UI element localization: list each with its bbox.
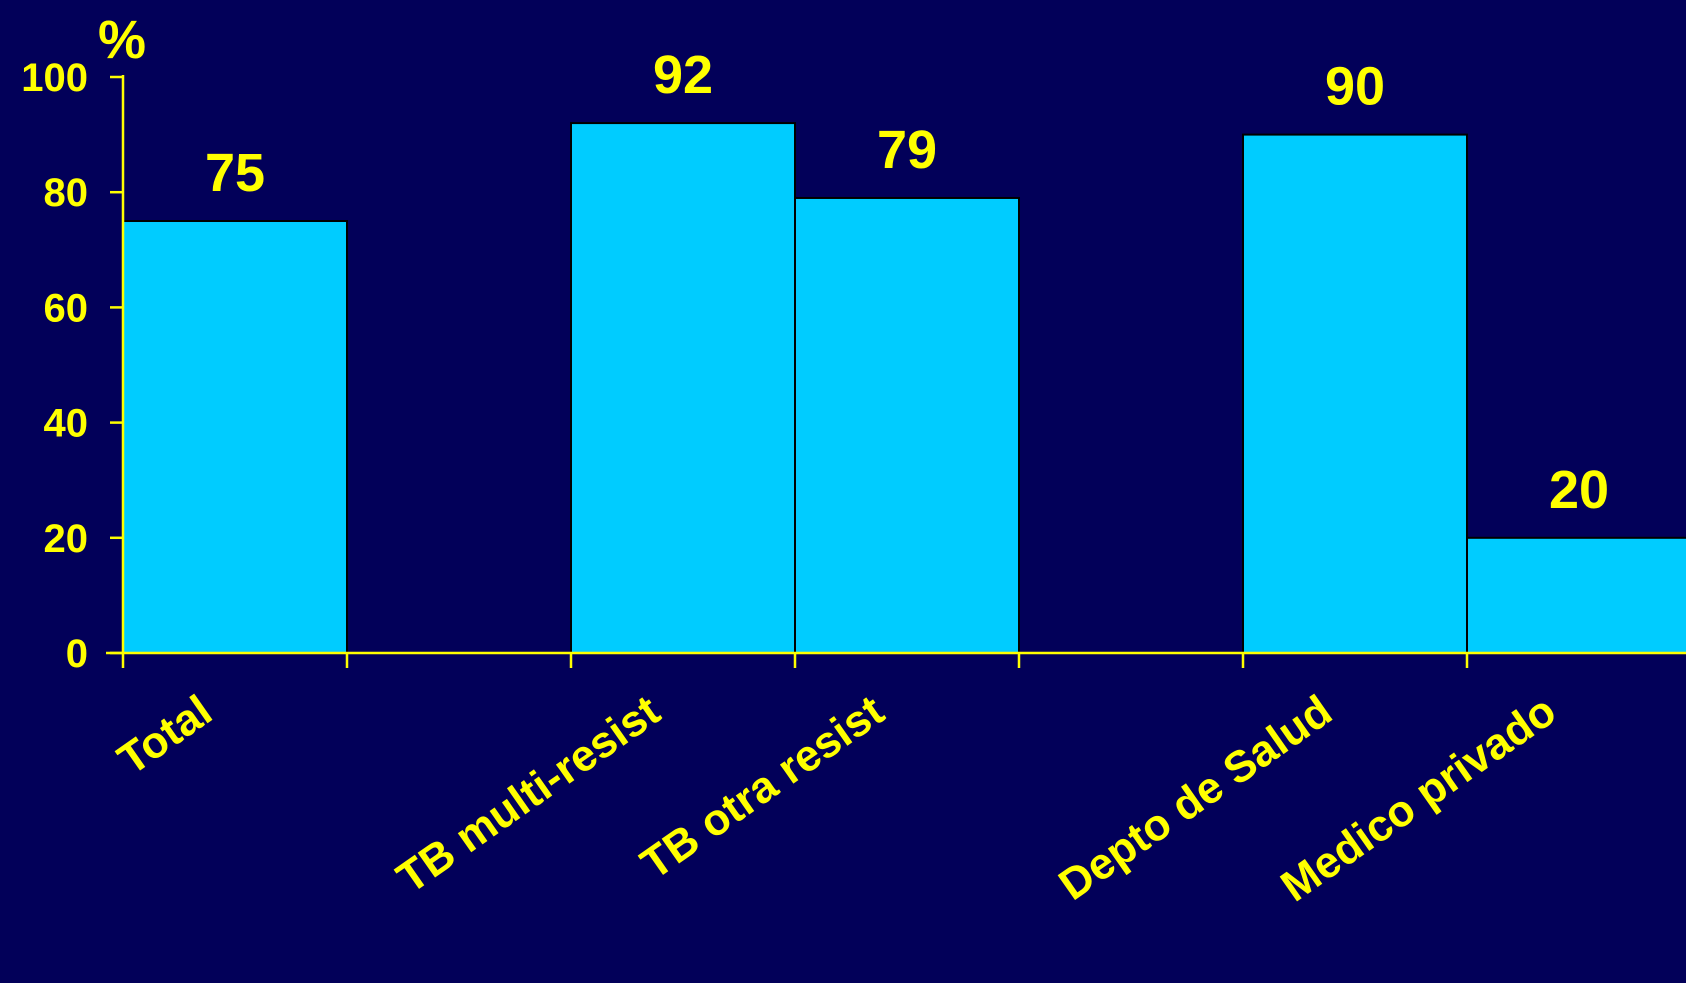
bar — [570, 122, 796, 654]
x-axis-ticks — [121, 653, 1469, 668]
bar — [122, 220, 348, 654]
bars — [122, 122, 1686, 655]
y-axis-ticks: 0 20 40 60 80 100 — [21, 56, 123, 676]
y-tick-label: 20 — [44, 517, 89, 561]
bar — [1242, 133, 1468, 655]
y-tick-label: 0 — [66, 632, 88, 676]
bar — [794, 196, 1020, 655]
data-label: 92 — [653, 45, 713, 105]
data-label: 90 — [1325, 57, 1385, 117]
y-axis-label: % — [98, 10, 146, 70]
y-tick-label: 60 — [44, 286, 89, 330]
data-labels: 75 92 79 90 20 — [205, 45, 1609, 520]
data-label: 79 — [877, 120, 937, 180]
y-tick-label: 100 — [21, 56, 88, 100]
axes — [106, 75, 1686, 655]
y-tick-label: 80 — [44, 171, 89, 215]
data-label: 75 — [205, 143, 265, 203]
data-label: 20 — [1549, 460, 1609, 520]
y-tick-label: 40 — [44, 402, 89, 446]
bar — [1466, 536, 1686, 654]
